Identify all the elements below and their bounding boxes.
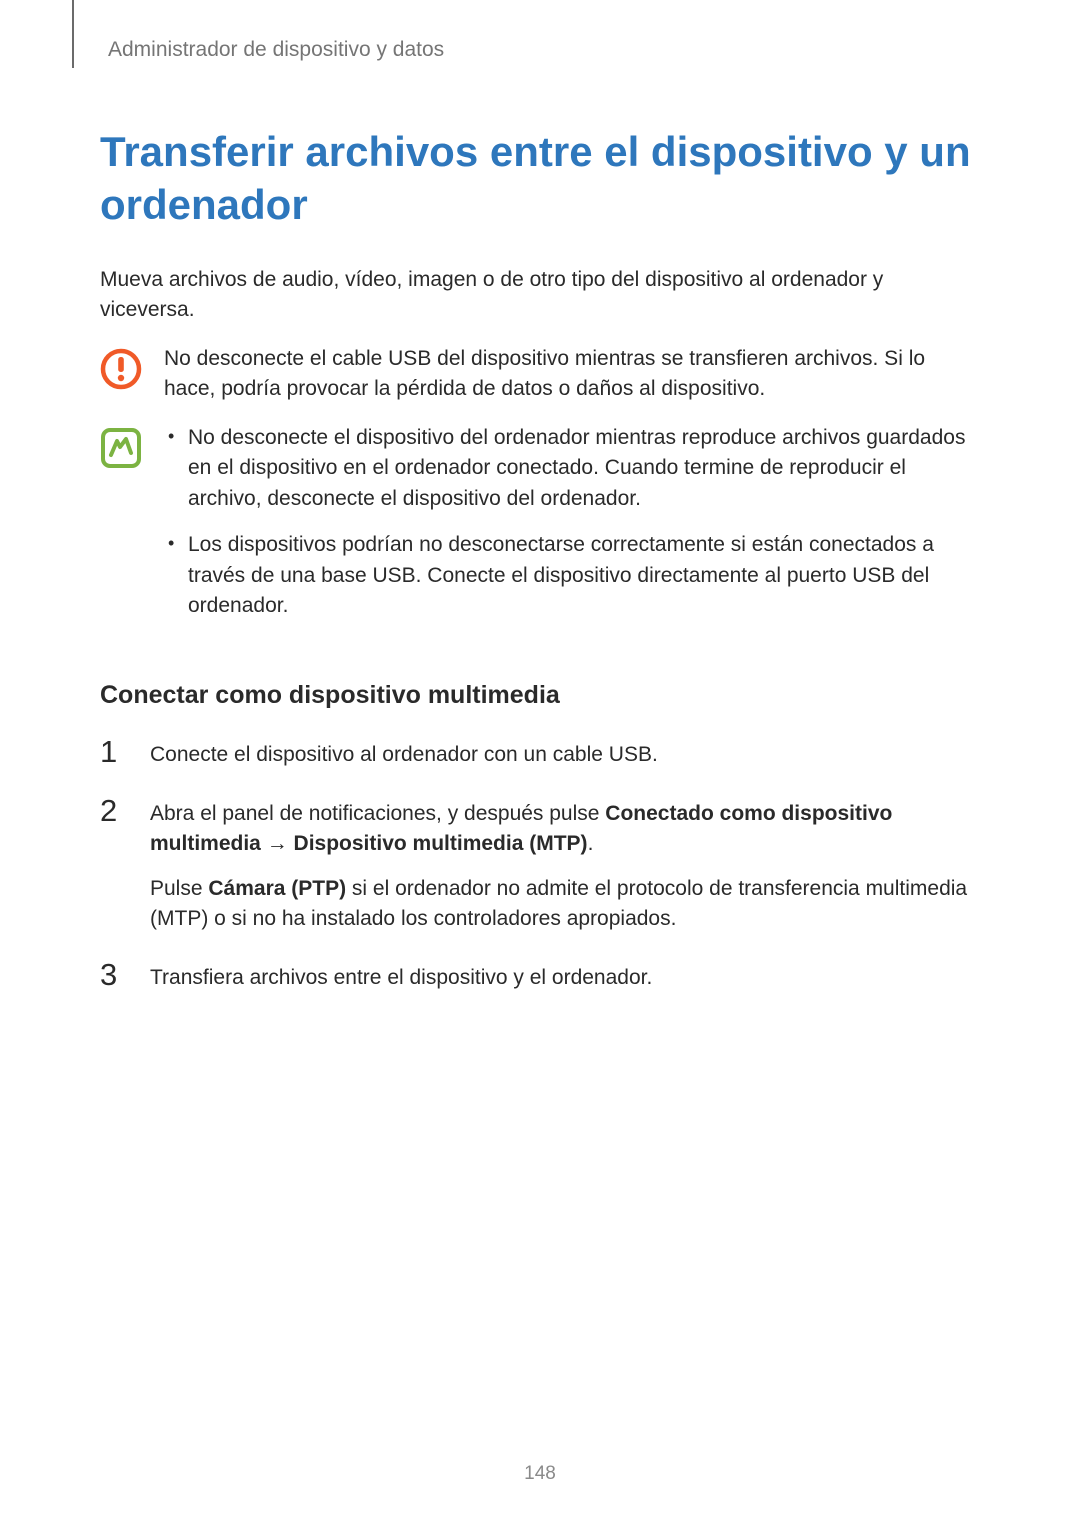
step-text: Abra el panel de notificaciones, y despu…	[150, 799, 980, 860]
note-list-item: Los dispositivos podrían no desconectars…	[164, 530, 980, 621]
step-3: 3 Transfiera archivos entre el dispositi…	[100, 959, 980, 993]
warning-text: No desconecte el cable USB del dispositi…	[164, 344, 980, 405]
header-vertical-rule	[72, 0, 74, 68]
step-text: Pulse Cámara (PTP) si el ordenador no ad…	[150, 874, 980, 935]
page-content: Administrador de dispositivo y datos Tra…	[0, 0, 1080, 993]
step-number: 3	[100, 959, 130, 990]
text-run: Abra el panel de notificaciones, y despu…	[150, 802, 605, 825]
page-title: Transferir archivos entre el dispositivo…	[100, 126, 980, 231]
arrow-glyph: →	[261, 832, 294, 855]
note-icon	[100, 427, 142, 469]
intro-paragraph: Mueva archivos de audio, vídeo, imagen o…	[100, 265, 980, 326]
bold-text: Dispositivo multimedia (MTP)	[294, 832, 588, 855]
steps-list: 1 Conecte el dispositivo al ordenador co…	[100, 736, 980, 993]
step-1: 1 Conecte el dispositivo al ordenador co…	[100, 736, 980, 770]
step-number: 1	[100, 736, 130, 767]
breadcrumb: Administrador de dispositivo y datos	[108, 38, 980, 62]
step-text: Transfiera archivos entre el dispositivo…	[150, 963, 980, 993]
bold-text: Cámara (PTP)	[208, 877, 346, 900]
warning-icon	[100, 348, 142, 390]
page-number: 148	[0, 1463, 1080, 1485]
section-subheading: Conectar como dispositivo multimedia	[100, 681, 980, 710]
step-body: Conecte el dispositivo al ordenador con …	[150, 736, 980, 770]
note-callout: No desconecte el dispositivo del ordenad…	[100, 423, 980, 638]
note-list-item: No desconecte el dispositivo del ordenad…	[164, 423, 980, 514]
step-body: Transfiera archivos entre el dispositivo…	[150, 959, 980, 993]
step-number: 2	[100, 795, 130, 826]
step-2: 2 Abra el panel de notificaciones, y des…	[100, 795, 980, 935]
step-text: Conecte el dispositivo al ordenador con …	[150, 740, 980, 770]
step-body: Abra el panel de notificaciones, y despu…	[150, 795, 980, 935]
note-body: No desconecte el dispositivo del ordenad…	[164, 423, 980, 638]
note-list: No desconecte el dispositivo del ordenad…	[164, 423, 980, 622]
text-run: Pulse	[150, 877, 208, 900]
warning-callout: No desconecte el cable USB del dispositi…	[100, 344, 980, 405]
text-run: .	[588, 832, 594, 855]
